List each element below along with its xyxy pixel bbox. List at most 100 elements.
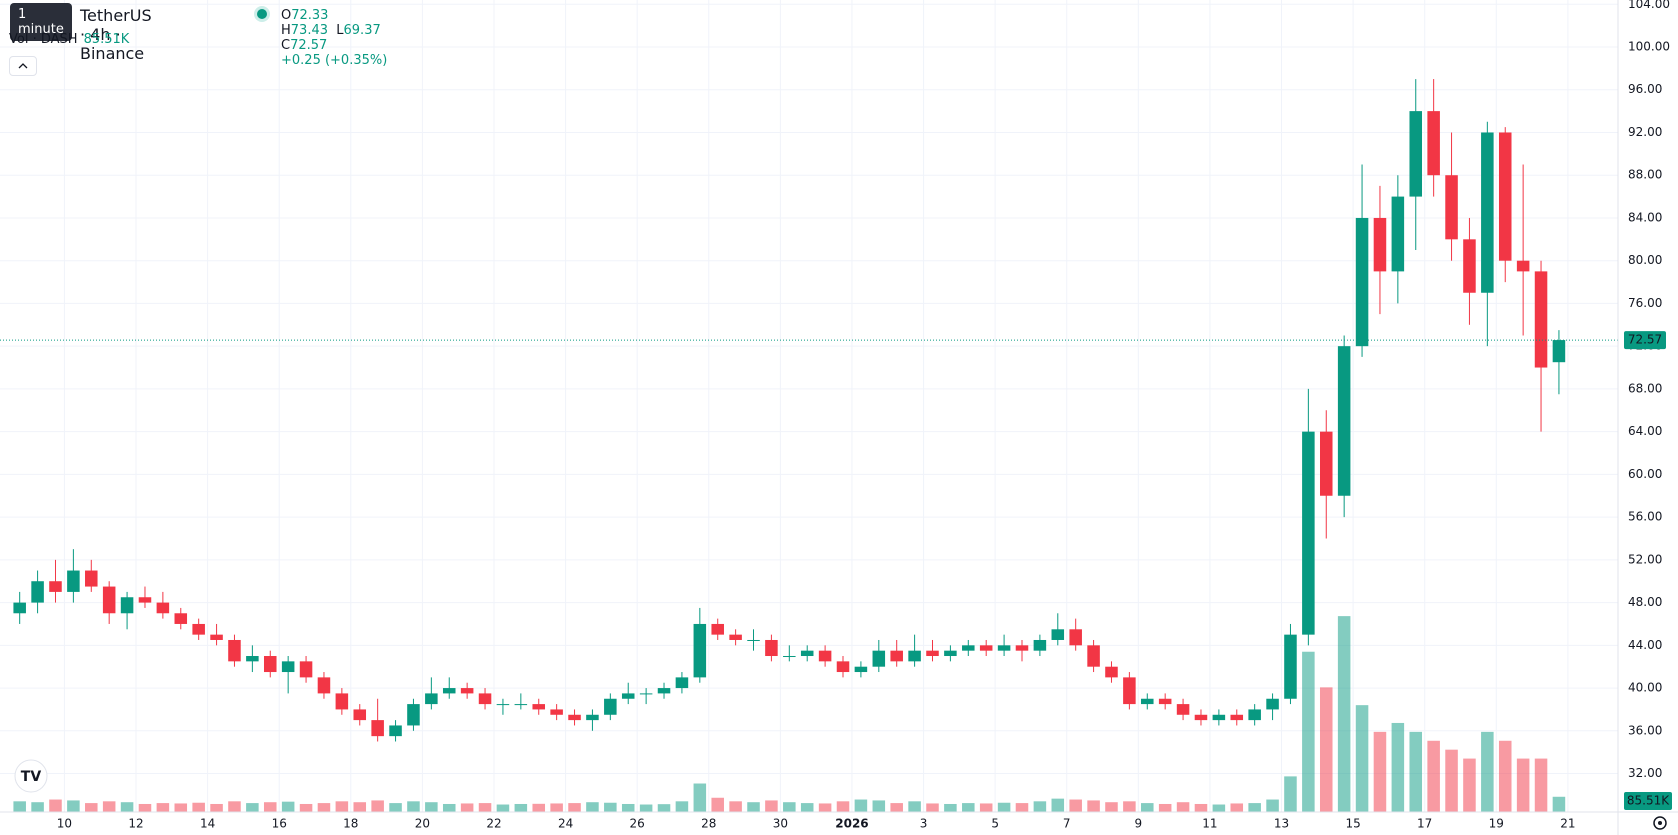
candle-body: [317, 677, 331, 694]
volume-bar: [174, 803, 188, 812]
candle-body: [532, 704, 546, 710]
volume-bar: [944, 803, 957, 812]
x-tick-label: 18: [343, 817, 358, 831]
volume-bar: [1248, 803, 1261, 812]
volume-bar: [49, 799, 62, 812]
volume-bar: [478, 803, 492, 812]
y-tick-label: 52.00: [1628, 552, 1662, 566]
candle-body: [1033, 639, 1047, 651]
candle-body: [854, 666, 868, 673]
volume-bar: [228, 801, 241, 812]
y-tick-label: 96.00: [1628, 82, 1662, 96]
volume-bar: [729, 801, 742, 812]
volume-bar: [389, 803, 402, 812]
candle-body: [102, 586, 116, 614]
x-tick-label: 14: [200, 817, 215, 831]
candle-body: [550, 709, 563, 715]
x-tick-label: 9: [1135, 817, 1143, 831]
candle-body: [281, 661, 295, 673]
volume-bar: [156, 803, 170, 812]
candle-body: [997, 645, 1011, 651]
volume-bar: [1355, 705, 1369, 812]
candle-body: [49, 581, 62, 592]
candle-body: [1445, 175, 1458, 240]
volume-bar: [1391, 722, 1405, 812]
y-tick-label: 88.00: [1628, 168, 1662, 182]
candle-body: [138, 597, 152, 603]
volume-bar: [335, 801, 349, 812]
candle-body: [747, 639, 760, 641]
volume-bar: [890, 803, 903, 812]
volume-bar: [496, 804, 510, 812]
candle-body: [1409, 111, 1423, 197]
candle-body: [31, 581, 44, 603]
y-tick-label: 92.00: [1628, 125, 1662, 139]
candle-body: [246, 656, 259, 662]
volume-bar: [639, 804, 653, 812]
volume-bar: [246, 803, 259, 812]
candle-body: [1230, 714, 1244, 721]
x-tick-label: 11: [1202, 817, 1217, 831]
candle-body: [389, 725, 402, 737]
volume-bar: [1194, 803, 1208, 812]
x-tick-label: 20: [415, 817, 430, 831]
volume-bar: [1463, 758, 1476, 812]
candle-body: [460, 688, 474, 694]
x-tick-label: 10: [57, 817, 72, 831]
candle-body: [1105, 666, 1118, 678]
x-tick-label: 28: [701, 817, 716, 831]
chevron: [18, 63, 28, 69]
x-tick-label: 2026: [835, 817, 868, 831]
candle-body: [156, 602, 170, 614]
tv-logo: TV: [14, 759, 48, 793]
volume-bar: [102, 801, 116, 812]
candle-body: [1015, 645, 1029, 651]
volume-bar: [657, 804, 671, 812]
volume-bar: [711, 797, 724, 812]
change: +0.25 (+0.35%): [281, 53, 388, 68]
y-tick-label: 40.00: [1628, 681, 1662, 695]
x-tick-label: 12: [128, 817, 143, 831]
candle-body: [1319, 431, 1333, 496]
market-status[interactable]: [257, 9, 267, 19]
candle-body: [407, 704, 420, 726]
candle-body: [174, 613, 188, 624]
volume-bar: [783, 802, 796, 812]
y-tick-label: 56.00: [1628, 510, 1662, 524]
volume-bar: [586, 802, 599, 812]
candle-body: [1248, 709, 1261, 721]
volume-bar: [1552, 796, 1566, 812]
candle-body: [210, 634, 223, 640]
volume-bar: [1445, 749, 1458, 812]
volume-bar: [765, 800, 778, 812]
candle-body: [944, 650, 957, 657]
candle-body: [1498, 132, 1512, 261]
volume-bar: [1069, 799, 1082, 812]
candle-body: [192, 623, 205, 635]
volume-bar: [1176, 802, 1190, 812]
volume-bar: [299, 803, 313, 812]
collapse-button[interactable]: [9, 56, 37, 76]
low: 69.37: [343, 23, 381, 38]
y-tick-label: 36.00: [1628, 723, 1662, 737]
x-tick-label: 21: [1560, 817, 1575, 831]
candle-body: [442, 688, 456, 694]
volume-bar: [1141, 803, 1154, 812]
volume-tag-label: 85.51K: [1627, 794, 1670, 808]
candle-body: [1355, 217, 1369, 347]
volume-bar: [532, 803, 546, 812]
candle-body: [1176, 704, 1190, 715]
candle-body: [67, 570, 80, 592]
symbol: TetherUS · 4h · Binance: [80, 6, 152, 63]
candle-body: [1427, 111, 1440, 176]
candle-body: [1158, 698, 1172, 705]
x-tick-label: 15: [1345, 817, 1360, 831]
tooltip: 1 minute: [10, 3, 72, 41]
candle-body: [657, 688, 671, 694]
settings-icon[interactable]: [1653, 816, 1667, 830]
candle-body: [514, 704, 528, 706]
volume-bar: [138, 803, 152, 812]
volume-bar: [460, 803, 474, 812]
